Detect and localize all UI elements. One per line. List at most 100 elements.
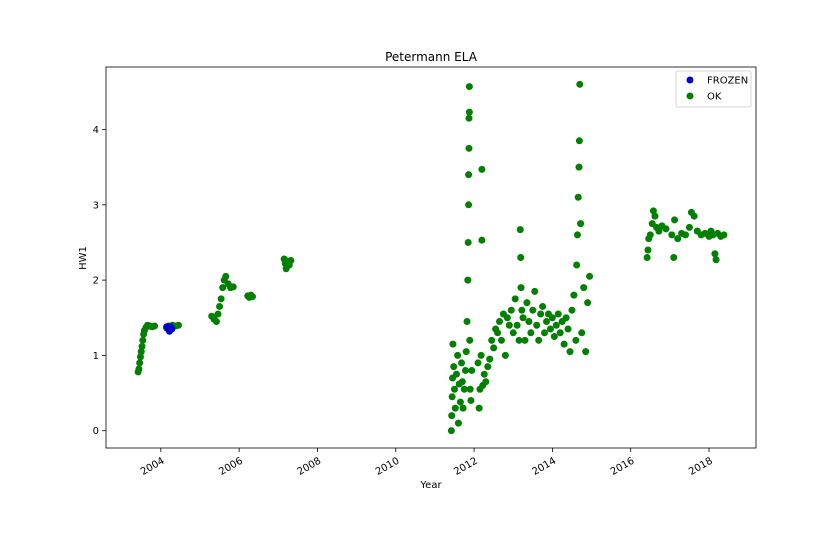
data-point-ok xyxy=(465,201,473,209)
data-point-ok xyxy=(454,419,462,427)
data-point-ok xyxy=(566,348,574,356)
data-point-ok xyxy=(219,284,227,292)
data-point-ok xyxy=(651,212,659,220)
data-point-ok xyxy=(151,322,159,330)
data-point-ok xyxy=(477,351,485,359)
data-point-ok xyxy=(523,299,531,307)
y-axis-label: HW1 xyxy=(78,246,89,270)
data-point-ok xyxy=(486,355,494,363)
data-point-ok xyxy=(578,329,586,337)
data-point-ok xyxy=(674,235,682,243)
data-point-ok xyxy=(490,344,498,352)
data-point-ok xyxy=(518,306,526,314)
data-point-ok xyxy=(468,366,476,374)
data-point-ok xyxy=(646,231,654,239)
data-point-ok xyxy=(497,336,505,344)
data-point-ok xyxy=(454,351,462,359)
data-point-ok xyxy=(519,314,527,322)
data-point-ok xyxy=(466,336,474,344)
data-point-ok xyxy=(539,302,547,310)
data-point-ok xyxy=(452,370,460,378)
data-point-ok xyxy=(525,318,533,325)
data-point-ok xyxy=(529,306,537,314)
data-point-ok xyxy=(462,348,470,356)
data-point-ok xyxy=(448,393,456,401)
data-point-ok xyxy=(655,227,663,235)
data-point-ok xyxy=(465,144,473,152)
data-point-ok xyxy=(576,80,584,88)
data-point-ok xyxy=(467,397,475,405)
data-point-ok xyxy=(546,325,554,333)
y-axis-ticks: 0 1 2 3 4 xyxy=(93,125,106,437)
data-point-ok xyxy=(488,336,496,344)
legend: FROZEN OK xyxy=(675,70,752,108)
data-point-ok xyxy=(216,302,224,310)
data-point-ok xyxy=(548,314,556,322)
data-point-ok xyxy=(465,114,473,122)
data-point-ok xyxy=(521,336,529,344)
x-axis-label: Year xyxy=(419,480,442,491)
data-point-ok xyxy=(248,293,256,301)
data-point-ok xyxy=(138,342,146,350)
data-point-ok xyxy=(668,231,676,239)
data-point-ok xyxy=(537,310,545,318)
data-point-ok xyxy=(447,427,455,435)
legend-marker-ok xyxy=(686,92,694,100)
data-point-ok xyxy=(212,318,220,325)
data-point-ok xyxy=(450,363,458,371)
data-point-ok xyxy=(465,108,473,116)
data-point-ok xyxy=(575,163,583,171)
data-point-ok xyxy=(543,318,551,325)
data-point-ok xyxy=(463,318,471,325)
data-point-ok xyxy=(137,348,145,356)
legend-box xyxy=(675,70,752,108)
data-point-ok xyxy=(568,306,576,314)
data-point-ok xyxy=(459,404,467,412)
data-point-ok xyxy=(494,329,502,337)
data-point-ok xyxy=(461,366,469,374)
data-point-frozen xyxy=(168,325,176,333)
y-tick-label: 2 xyxy=(93,276,99,287)
data-point-ok xyxy=(460,385,468,393)
legend-marker-frozen xyxy=(686,76,694,84)
data-point-ok xyxy=(574,193,582,201)
data-point-ok xyxy=(516,226,524,234)
data-point-ok xyxy=(711,250,719,258)
chart-title: Petermann ELA xyxy=(385,50,478,64)
data-point-ok xyxy=(174,321,182,329)
data-point-ok xyxy=(517,254,525,261)
data-point-ok xyxy=(449,340,457,348)
data-point-ok xyxy=(456,398,464,406)
data-point-ok xyxy=(552,321,560,329)
data-point-ok xyxy=(229,283,237,291)
data-point-ok xyxy=(644,246,652,254)
data-point-ok xyxy=(214,310,222,318)
data-point-ok xyxy=(139,336,147,344)
data-point-ok xyxy=(554,310,562,318)
data-point-ok xyxy=(533,321,541,329)
data-point-ok xyxy=(458,359,466,367)
data-point-ok xyxy=(572,336,580,344)
data-point-ok xyxy=(511,295,519,303)
data-point-ok xyxy=(480,370,488,378)
data-point-ok xyxy=(503,314,511,322)
data-point-ok xyxy=(580,284,588,292)
data-point-ok xyxy=(478,165,486,173)
data-point-ok xyxy=(649,207,657,215)
data-point-ok xyxy=(720,231,728,239)
data-point-ok xyxy=(475,404,483,412)
y-tick-label: 3 xyxy=(93,200,99,211)
data-point-ok xyxy=(513,321,521,329)
data-point-ok xyxy=(584,299,592,307)
data-point-ok xyxy=(573,261,581,269)
data-point-ok xyxy=(517,284,525,292)
data-point-ok xyxy=(573,231,581,239)
data-point-ok xyxy=(527,329,535,337)
data-point-ok xyxy=(564,325,572,333)
data-point-ok xyxy=(670,254,678,261)
data-point-ok xyxy=(136,359,144,367)
data-point-ok xyxy=(682,231,690,239)
data-point-ok xyxy=(562,314,570,322)
data-point-ok xyxy=(464,238,472,246)
